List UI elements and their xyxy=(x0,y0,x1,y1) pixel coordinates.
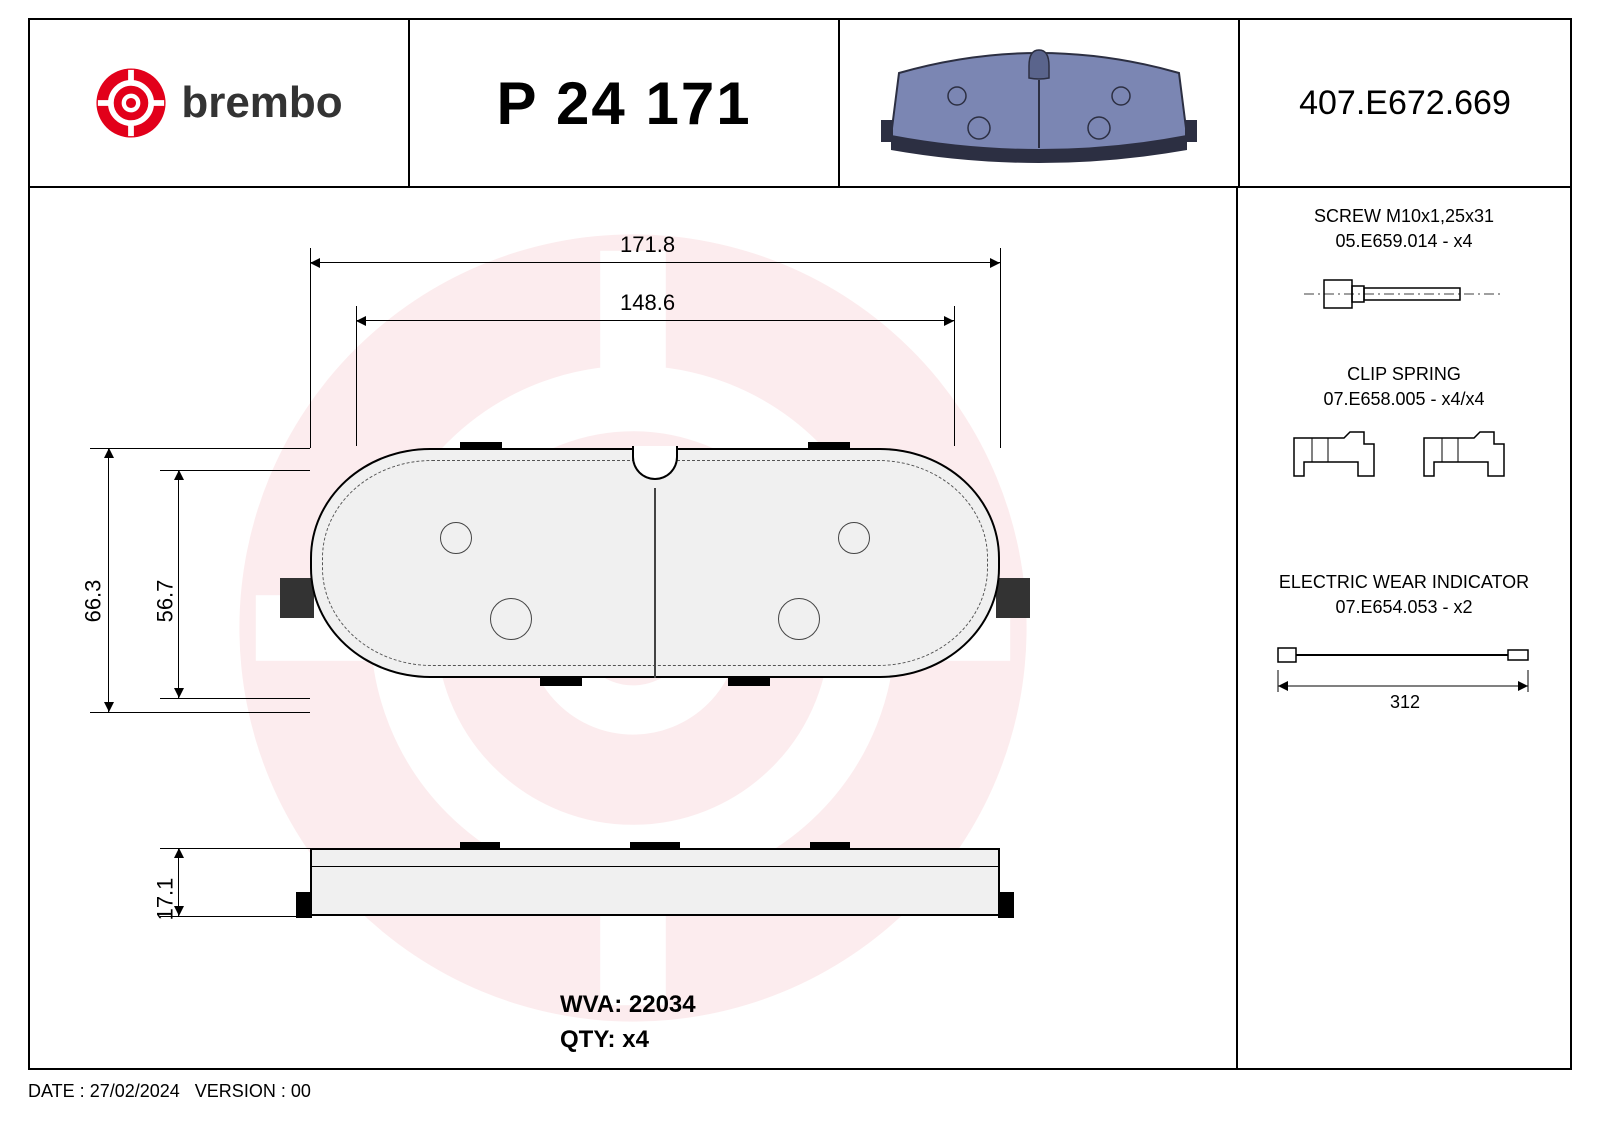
pad-side-view xyxy=(310,848,1000,918)
wear-indicator-code: 07.E654.053 - x2 xyxy=(1252,597,1556,618)
datasheet: brembo P 24 171 407.E672.669 xyxy=(0,0,1600,1132)
ext-line xyxy=(90,448,310,449)
dim-line-width-inner xyxy=(356,320,954,321)
ext-line xyxy=(954,306,955,446)
side-outline xyxy=(310,848,1000,916)
wva-label: WVA: xyxy=(560,991,629,1018)
dim-width-inner: 148.6 xyxy=(620,290,675,316)
clip-spring-code: 07.E658.005 - x4/x4 xyxy=(1252,389,1556,410)
pad-hole xyxy=(440,522,472,554)
footer-version-label: VERSION : xyxy=(195,1081,286,1101)
clip-spring-qty: x4/x4 xyxy=(1442,389,1485,409)
footer-date-value: 27/02/2024 xyxy=(90,1081,180,1101)
footer-date-label: DATE : xyxy=(28,1081,85,1101)
clip-spring-title: CLIP SPRING xyxy=(1252,364,1556,385)
pad-hole xyxy=(490,598,532,640)
wva-value: 22034 xyxy=(629,991,696,1018)
clip-spring-section: CLIP SPRING 07.E658.005 - x4/x4 xyxy=(1252,364,1556,502)
dim-line-height-overall xyxy=(108,448,109,712)
pad-clip xyxy=(728,678,770,686)
dim-width-overall: 171.8 xyxy=(620,232,675,258)
screw-section: SCREW M10x1,25x31 05.E659.014 - x4 xyxy=(1252,206,1556,324)
clip-spring-code-value: 07.E658.005 xyxy=(1323,389,1425,409)
pad-clip xyxy=(540,678,582,686)
wear-indicator-qty: x2 xyxy=(1454,597,1473,617)
product-render-cell xyxy=(840,20,1240,186)
drawing-area: 171.8 148.6 66.3 56.7 xyxy=(30,188,1238,1068)
screw-code-value: 05.E659.014 xyxy=(1335,231,1437,251)
side-clip xyxy=(810,842,850,850)
qty-label: QTY: xyxy=(560,1026,622,1053)
ext-line xyxy=(356,306,357,446)
part-number: P 24 171 xyxy=(410,20,840,186)
brand-name: brembo xyxy=(181,78,342,128)
screw-qty: x4 xyxy=(1454,231,1473,251)
pad-tab xyxy=(280,578,314,618)
ext-line xyxy=(160,698,310,699)
side-clip xyxy=(640,842,680,850)
logo-cell: brembo xyxy=(30,20,410,186)
screw-code: 05.E659.014 - x4 xyxy=(1252,231,1556,252)
wva-qty-block: WVA: 22034 QTY: x4 xyxy=(560,988,696,1058)
wear-indicator-length: 312 xyxy=(1390,692,1420,712)
wva-row: WVA: 22034 xyxy=(560,988,696,1023)
pad-clip xyxy=(808,442,850,450)
clip-spring-icon xyxy=(1274,422,1534,502)
document-number: 407.E672.669 xyxy=(1240,20,1570,186)
dim-line-width-overall xyxy=(310,262,1000,263)
side-tab xyxy=(296,892,312,918)
wear-indicator-section: ELECTRIC WEAR INDICATOR 07.E654.053 - x2 xyxy=(1252,572,1556,720)
dim-thickness: 17.1 xyxy=(152,878,178,921)
product-render-icon xyxy=(879,38,1199,168)
header-row: brembo P 24 171 407.E672.669 xyxy=(30,20,1570,188)
side-split-line xyxy=(310,866,1000,867)
pad-center-slot xyxy=(654,488,656,678)
ext-line xyxy=(160,916,310,917)
side-tab xyxy=(998,892,1014,918)
ext-line xyxy=(1000,248,1001,448)
footer: DATE : 27/02/2024 VERSION : 00 xyxy=(28,1081,311,1102)
accessories-column: SCREW M10x1,25x31 05.E659.014 - x4 CLIP … xyxy=(1238,188,1570,1068)
wear-indicator-title: ELECTRIC WEAR INDICATOR xyxy=(1252,572,1556,593)
dim-height-overall: 66.3 xyxy=(80,580,106,623)
qty-row: QTY: x4 xyxy=(560,1023,696,1058)
side-clip xyxy=(460,842,500,850)
pad-tab xyxy=(996,578,1030,618)
pad-hole xyxy=(778,598,820,640)
pad-front-view xyxy=(310,438,1000,692)
screw-icon xyxy=(1304,264,1504,324)
wear-indicator-code-value: 07.E654.053 xyxy=(1335,597,1437,617)
wear-indicator-icon: 312 xyxy=(1264,630,1544,720)
ext-line xyxy=(90,712,310,713)
screw-title: SCREW M10x1,25x31 xyxy=(1252,206,1556,227)
qty-value: x4 xyxy=(622,1026,649,1053)
outer-frame: brembo P 24 171 407.E672.669 xyxy=(28,18,1572,1070)
ext-line xyxy=(310,248,311,448)
body-row: 171.8 148.6 66.3 56.7 xyxy=(30,188,1570,1068)
dim-height-inner: 56.7 xyxy=(152,580,178,623)
footer-version-value: 00 xyxy=(291,1081,311,1101)
pad-clip xyxy=(460,442,502,450)
brembo-logo-icon xyxy=(95,67,167,139)
pad-hole xyxy=(838,522,870,554)
